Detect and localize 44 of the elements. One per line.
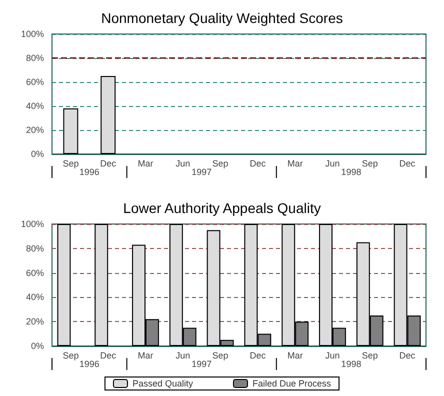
x-tick-label: Jun [325,350,340,360]
x-tick-label: Mar [138,158,154,168]
text: 1996 [79,359,100,369]
y-tick-label: 0% [30,341,44,351]
x-tick-label: Sep [62,350,79,360]
x-tick-label: Jun [176,158,190,168]
y-tick-label: 0% [30,149,44,159]
text: 1998 [341,167,362,177]
x-tick-label: Sep [212,158,228,168]
x-tick-label: Dec [399,158,416,168]
text: 1998 [341,359,362,369]
bar [57,224,71,346]
x-tick-label: Sep [62,158,79,168]
bar [94,224,108,346]
x-tick-label: Jun [325,158,340,168]
x-tick-label: Mar [138,350,154,360]
legend-label: Failed Due Process [252,378,332,388]
x-tick-label: Sep [362,350,378,360]
x-tick-label: Dec [100,350,117,360]
y-tick-label: 60% [26,77,44,87]
x-tick-label: Mar [287,158,303,168]
x-tick-label: Mar [287,350,303,360]
text: 1997 [192,167,212,177]
y-tick-label: 80% [26,243,44,254]
text: 1996 [79,167,100,177]
chart-title: Lower Authority Appeals Quality [123,200,321,216]
y-tick-label: 20% [26,316,44,327]
y-tick-label: 20% [26,125,44,135]
chart-title: Nonmonetary Quality Weighted Scores [101,10,343,26]
x-tick-label: Sep [362,158,378,168]
y-tick-label: 60% [26,268,44,278]
y-tick-label: 100% [20,219,44,229]
text: 1997 [192,359,212,369]
y-tick-label: 40% [26,101,44,111]
legend-label: Passed Quality [132,378,194,388]
y-tick-label: 40% [26,292,44,302]
x-tick-label: Dec [250,158,266,168]
x-tick-label: Sep [212,350,228,360]
x-tick-label: Jun [176,350,190,360]
x-tick-label: Dec [100,158,117,168]
y-tick-label: 80% [26,53,44,63]
x-tick-label: Dec [399,350,416,360]
x-tick-label: Dec [250,350,266,360]
y-tick-label: 100% [20,29,44,39]
